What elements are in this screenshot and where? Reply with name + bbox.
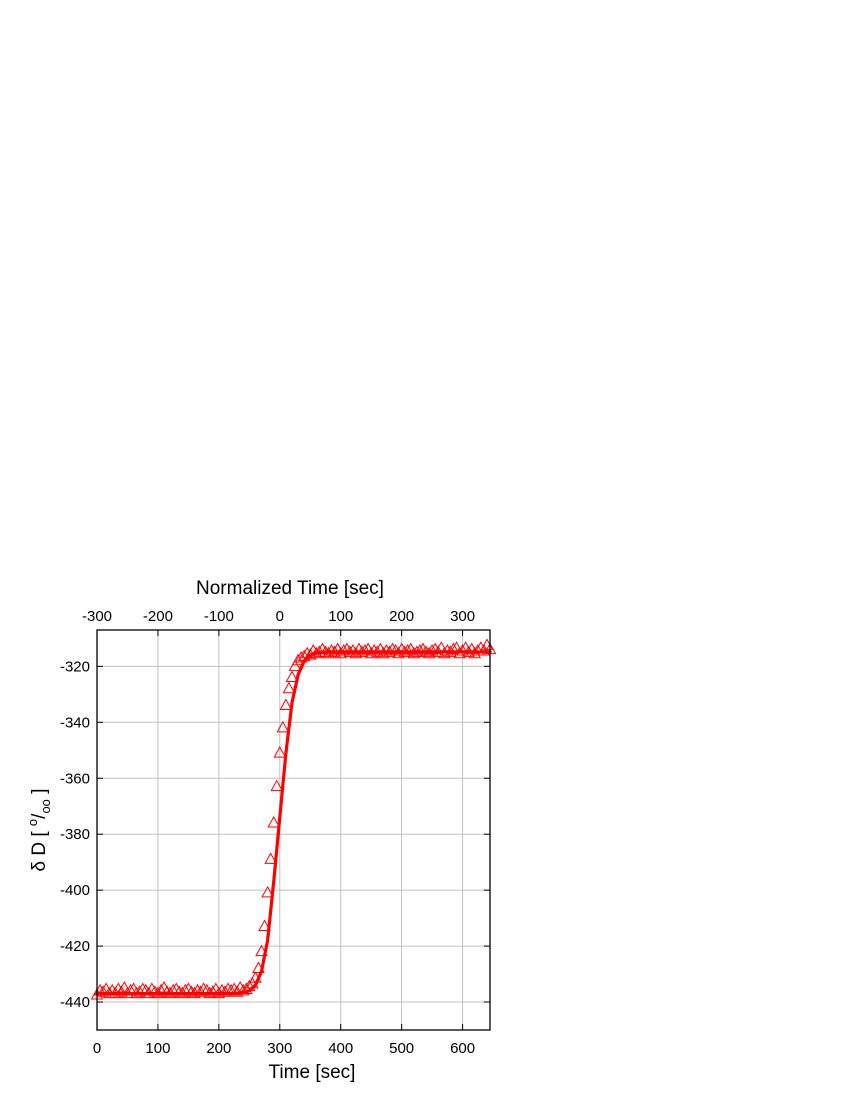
data-point-triangle	[270, 779, 284, 792]
data-point-triangle	[285, 670, 299, 683]
data-point-triangle	[261, 885, 274, 898]
data-point-triangle	[471, 643, 485, 656]
data-point-triangle	[425, 643, 439, 656]
x-tick-label: 100	[145, 1040, 170, 1057]
top-tick-label: 200	[389, 608, 414, 625]
data-point-triangle	[386, 642, 399, 655]
grid	[96, 630, 490, 1030]
data-point-triangle	[279, 698, 293, 711]
data-point-triangle	[291, 653, 305, 666]
y-tick-label: -400	[60, 882, 90, 899]
data-point-triangle	[276, 720, 290, 733]
x-tick-label: 200	[206, 1040, 231, 1057]
x-axis-title: Time [sec]	[269, 1062, 356, 1083]
data-point-triangle	[352, 642, 366, 655]
data-point-triangle	[239, 982, 253, 994]
data-point-triangle	[267, 815, 281, 828]
x-tick-label: 300	[267, 1040, 292, 1057]
y-axis-title-end: ]	[29, 789, 50, 800]
data-point-triangle	[264, 852, 277, 864]
data-point-triangle	[206, 985, 220, 997]
data-point-triangle	[401, 643, 415, 656]
top-tick-label: -100	[204, 608, 234, 625]
data-point-triangle	[236, 983, 250, 996]
plot-frame	[96, 629, 491, 1031]
data-point-triangle	[358, 643, 372, 656]
data-point-triangle	[413, 643, 427, 656]
top-tick-label: 300	[450, 608, 475, 625]
data-point-triangle	[395, 642, 408, 655]
y-tick-label: -380	[60, 826, 90, 843]
y-tick-label: -420	[60, 938, 90, 955]
data-point-triangle	[447, 642, 460, 655]
y-axis-title-sup: o	[25, 819, 40, 826]
y-axis-title-main: δ D [	[29, 826, 50, 871]
x-tick-label: 400	[328, 1040, 353, 1057]
x-tick-label: 0	[93, 1040, 101, 1057]
y-tick-label: -440	[60, 994, 90, 1011]
x-tick-label: 600	[450, 1040, 475, 1057]
data-point-triangle	[115, 985, 128, 997]
y-tick-label: -360	[60, 770, 90, 787]
y-tick-label: -320	[60, 658, 90, 675]
top-tick-label: -300	[82, 608, 112, 625]
top-axis-title: Normalized Time [sec]	[196, 578, 384, 599]
tick-labels: 0 100 200 300 400 500 600 -300 -200 -100 0 100 200 30…	[60, 608, 475, 1057]
data-point-triangle	[282, 681, 296, 694]
data-series	[90, 638, 497, 1000]
y-axis-title-sub: oo	[38, 799, 53, 813]
data-point-triangle	[258, 919, 271, 932]
data-point-triangle	[416, 642, 430, 655]
y-axis-title: δ D [ o/oo ]	[25, 789, 53, 872]
data-point-triangle	[337, 643, 351, 656]
y-axis-title-slash: /	[29, 813, 50, 819]
top-tick-label: -200	[143, 608, 173, 625]
fit-curve-line	[95, 650, 492, 996]
top-tick-label: 100	[328, 608, 353, 625]
y-tick-label: -340	[60, 714, 90, 731]
data-point-triangle	[273, 746, 287, 758]
x-tick-label: 500	[389, 1040, 414, 1057]
data-point-triangle	[288, 659, 302, 671]
data-point-triangle	[456, 643, 469, 656]
data-point-triangle	[96, 985, 110, 997]
top-tick-label: 0	[276, 608, 284, 625]
data-point-triangle	[294, 650, 308, 663]
data-point-triangle	[340, 642, 354, 655]
